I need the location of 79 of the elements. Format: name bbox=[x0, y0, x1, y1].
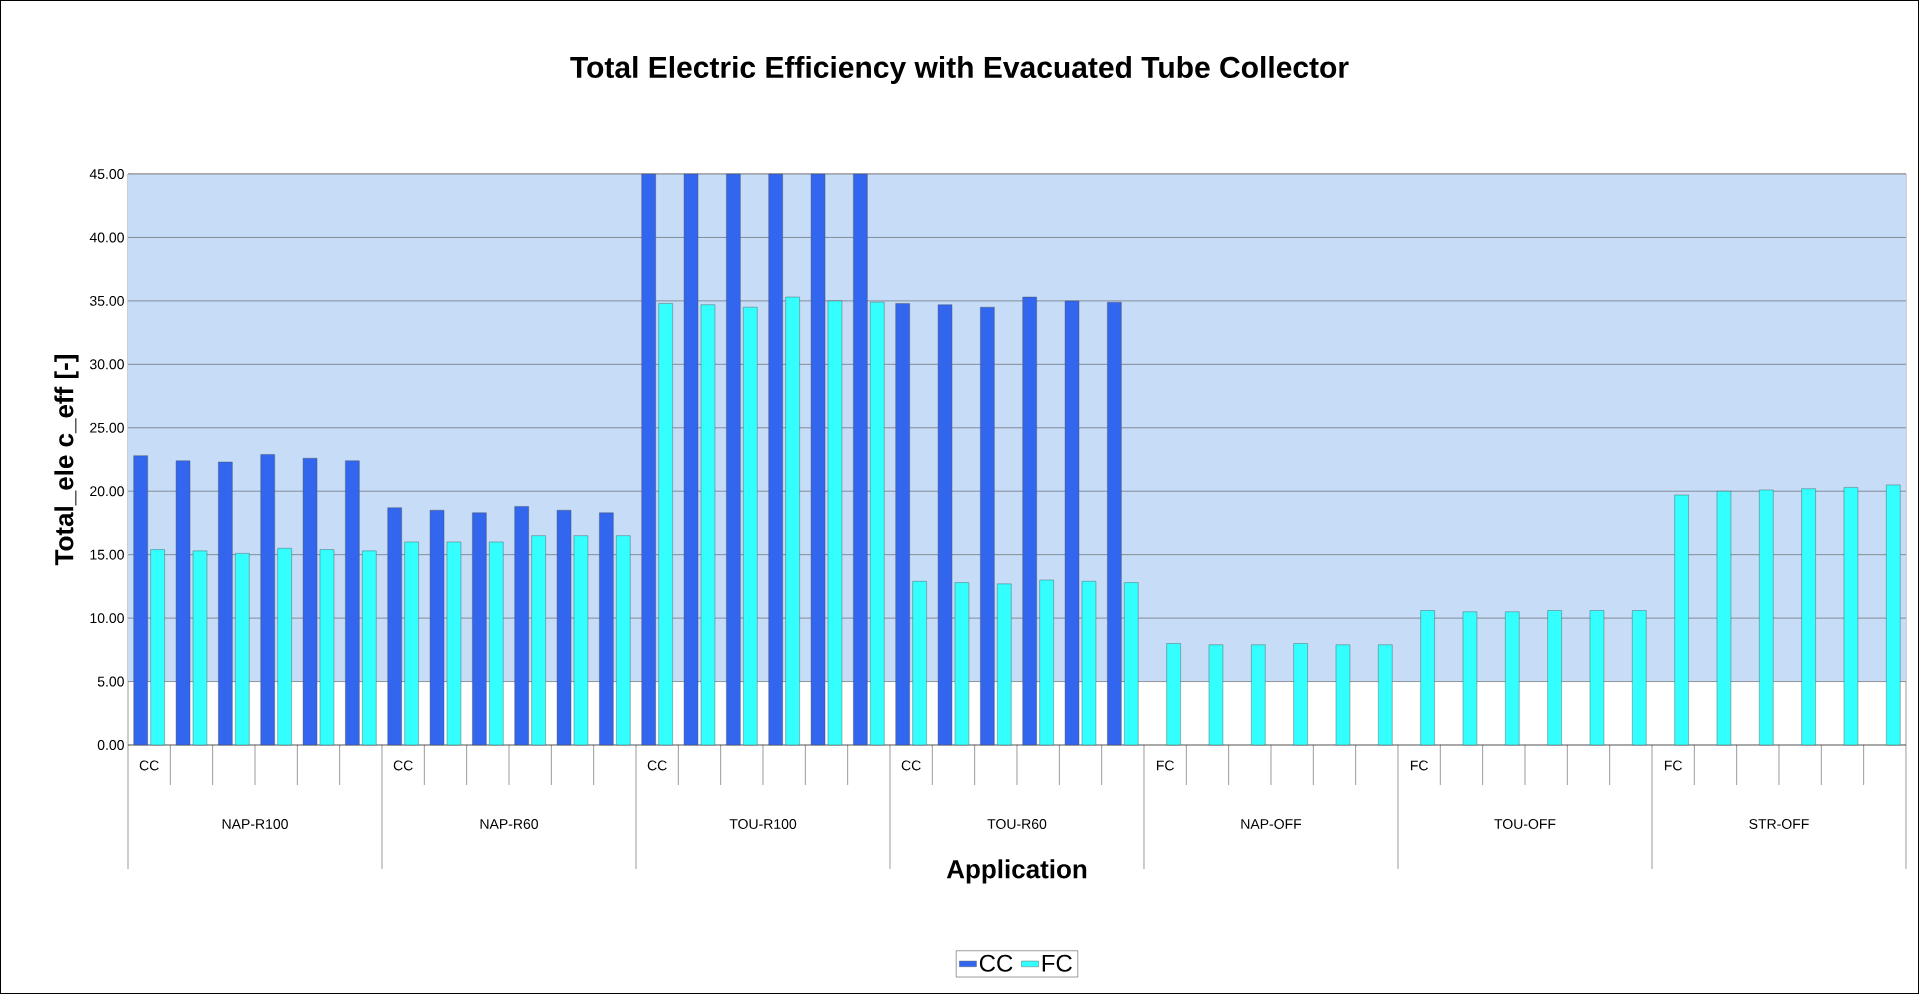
x-tick-label: CC bbox=[393, 760, 413, 771]
text: NAP-OFF bbox=[1241, 819, 1302, 829]
bar bbox=[387, 507, 402, 746]
x-tick-label: FC bbox=[1156, 760, 1174, 771]
bar bbox=[599, 512, 614, 746]
bar bbox=[531, 535, 546, 746]
bar bbox=[1022, 296, 1037, 746]
bar bbox=[277, 548, 292, 746]
bar bbox=[362, 550, 377, 746]
x-tick-label: CC bbox=[901, 760, 921, 771]
bar bbox=[150, 549, 165, 746]
bar bbox=[260, 454, 275, 746]
bar bbox=[997, 583, 1012, 746]
x-axis-title: Application bbox=[946, 859, 1087, 884]
bar bbox=[514, 506, 529, 746]
bar bbox=[1039, 579, 1054, 746]
bar bbox=[658, 303, 673, 746]
text: NAP-R60 bbox=[480, 819, 539, 829]
x-tick-label: CC bbox=[139, 760, 159, 771]
bar bbox=[133, 455, 148, 746]
bar bbox=[1208, 644, 1224, 746]
x-tick-label: FC bbox=[1410, 760, 1428, 771]
y-tick-label: 30.00 bbox=[89, 359, 124, 370]
bar bbox=[1166, 643, 1181, 746]
bar bbox=[1293, 643, 1308, 746]
bar bbox=[870, 301, 885, 746]
x-tick-label: CC bbox=[647, 760, 667, 771]
bar bbox=[1716, 491, 1732, 746]
bar bbox=[345, 460, 360, 746]
bar bbox=[489, 541, 504, 746]
bar bbox=[1759, 489, 1774, 746]
text: TOU-R100 bbox=[729, 819, 797, 829]
bar bbox=[1674, 494, 1689, 746]
bar bbox=[853, 173, 868, 746]
bar bbox=[218, 461, 233, 746]
legend-label: CC bbox=[979, 954, 1013, 972]
x-tick-label: FC bbox=[1664, 760, 1682, 771]
text: TOU-OFF bbox=[1494, 819, 1556, 829]
bar bbox=[1107, 301, 1122, 746]
bar bbox=[1886, 484, 1901, 746]
bar bbox=[980, 307, 995, 746]
y-tick-label: 10.00 bbox=[90, 613, 124, 624]
bar bbox=[1632, 610, 1647, 746]
y-tick-label: 35.00 bbox=[89, 295, 124, 306]
bar bbox=[1251, 644, 1266, 746]
bar bbox=[1462, 611, 1478, 746]
bar bbox=[1335, 644, 1351, 746]
bar bbox=[641, 173, 656, 746]
chart-title: Total Electric Efficiency with Evacuated Tube Collector bbox=[570, 56, 1349, 84]
y-axis-title: Total_ele c_eff [-] bbox=[54, 355, 79, 566]
text: NAP-R100 bbox=[222, 819, 288, 829]
bar bbox=[1547, 610, 1562, 746]
y-tick-label: 25.00 bbox=[90, 422, 124, 433]
y-tick-label: 0.00 bbox=[97, 740, 124, 750]
bar bbox=[1378, 644, 1393, 746]
y-tick-label: 20.00 bbox=[90, 486, 124, 497]
legend-label: FC bbox=[1042, 954, 1072, 972]
bar bbox=[768, 173, 783, 746]
bar bbox=[404, 541, 419, 746]
bar bbox=[1843, 487, 1859, 746]
y-tick-label: 5.00 bbox=[97, 676, 124, 687]
text: STR-OFF bbox=[1749, 819, 1809, 829]
bar bbox=[1420, 610, 1435, 746]
bar bbox=[472, 512, 487, 746]
bar bbox=[235, 553, 250, 746]
bar bbox=[726, 173, 741, 746]
bar bbox=[1124, 582, 1139, 746]
y-tick-label: 40.00 bbox=[89, 232, 124, 243]
bar bbox=[743, 307, 758, 746]
bar bbox=[1589, 610, 1605, 746]
bar bbox=[1801, 488, 1816, 746]
text: TOU-R60 bbox=[987, 819, 1047, 829]
bar bbox=[1505, 611, 1520, 746]
bar bbox=[616, 535, 631, 746]
bar bbox=[785, 296, 800, 746]
y-tick-label: 15.00 bbox=[90, 549, 124, 560]
bar bbox=[912, 581, 927, 746]
bar bbox=[895, 303, 910, 746]
y-tick-label: 45.00 bbox=[89, 169, 124, 179]
